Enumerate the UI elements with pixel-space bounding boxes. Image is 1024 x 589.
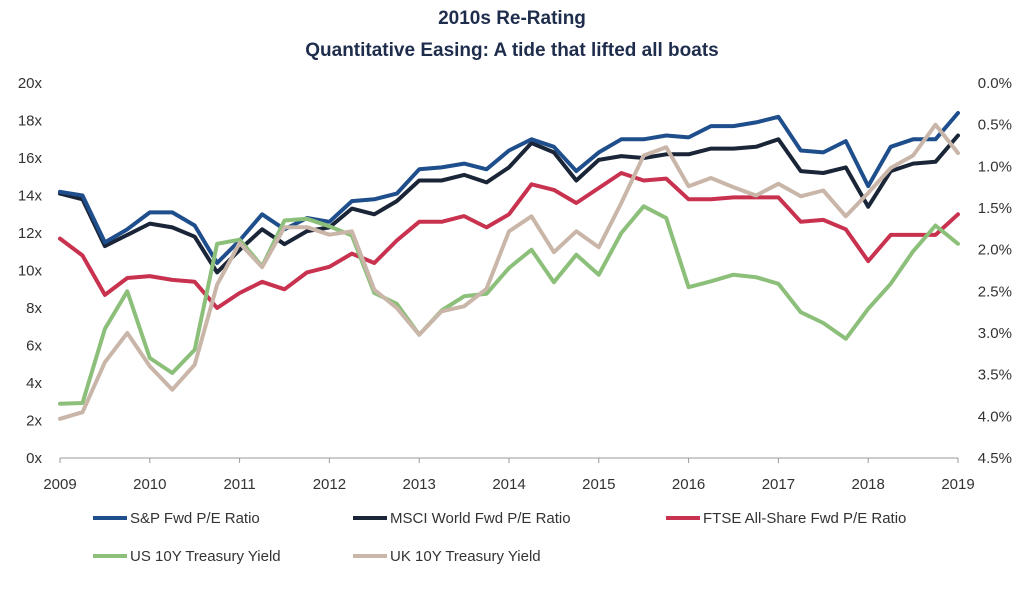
y-left-tick-label: 14x (18, 188, 43, 205)
x-tick-label: 2018 (852, 476, 885, 493)
y-right-tick-label: 0.0% (978, 75, 1012, 92)
x-tick-label: 2010 (133, 476, 166, 493)
y-left-tick-label: 2x (26, 413, 42, 430)
x-tick-label: 2019 (941, 476, 974, 493)
y-right-tick-label: 4.5% (978, 450, 1012, 467)
y-right-tick-label: 1.5% (978, 200, 1012, 217)
series-line-s-p-fwd-p-e-ratio (58, 111, 960, 265)
legend-label: UK 10Y Treasury Yield (390, 548, 541, 565)
series-line-uk-10y-treasury-yield (58, 122, 960, 421)
y-left-tick-label: 18x (18, 113, 43, 130)
legend-label: US 10Y Treasury Yield (130, 548, 281, 565)
y-right-tick-label: 3.5% (978, 367, 1012, 384)
x-tick-label: 2017 (762, 476, 795, 493)
y-left-tick-label: 6x (26, 338, 42, 355)
y-left-tick-label: 10x (18, 263, 43, 280)
y-left-tick-label: 4x (26, 375, 42, 392)
y-right-tick-label: 2.5% (978, 283, 1012, 300)
y-left-tick-label: 20x (18, 75, 43, 92)
chart-subtitle: Quantitative Easing: A tide that lifted … (305, 40, 719, 61)
y-left-tick-label: 8x (26, 300, 42, 317)
x-tick-label: 2009 (43, 476, 76, 493)
y-right-tick-label: 3.0% (978, 325, 1012, 342)
y-right-tick-label: 0.5% (978, 117, 1012, 134)
x-tick-label: 2015 (582, 476, 615, 493)
legend-label: MSCI World Fwd P/E Ratio (390, 510, 571, 527)
legend-label: FTSE All-Share Fwd P/E Ratio (703, 510, 906, 527)
x-tick-label: 2012 (313, 476, 346, 493)
y-left-tick-label: 12x (18, 225, 43, 242)
x-tick-label: 2016 (672, 476, 705, 493)
x-tick-label: 2014 (492, 476, 525, 493)
y-right-tick-label: 1.0% (978, 158, 1012, 175)
y-left-tick-label: 16x (18, 150, 43, 167)
x-tick-label: 2011 (223, 476, 255, 493)
y-left-tick-label: 0x (26, 450, 42, 467)
x-tick-label: 2013 (403, 476, 436, 493)
y-right-tick-label: 4.0% (978, 408, 1012, 425)
series-line-ftse-all-share-fwd-p-e-ratio (58, 171, 960, 310)
series-line-msci-world-fwd-p-e-ratio (58, 133, 960, 275)
y-right-tick-label: 2.0% (978, 242, 1012, 259)
legend-label: S&P Fwd P/E Ratio (130, 510, 260, 527)
chart-title: 2010s Re-Rating (438, 8, 586, 29)
series-line-us-10y-treasury-yield (58, 204, 960, 406)
